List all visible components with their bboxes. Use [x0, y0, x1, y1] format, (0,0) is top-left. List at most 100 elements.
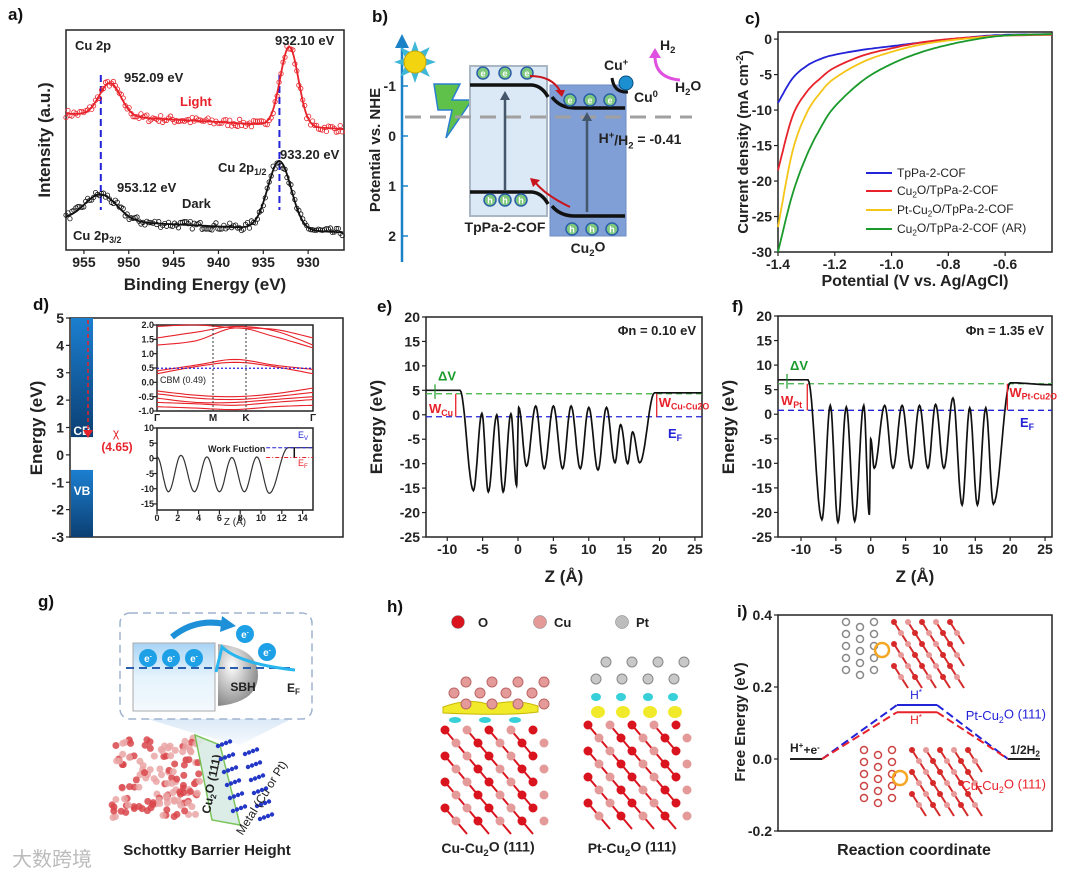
atom: [972, 780, 978, 786]
y-tick-label: 15: [756, 333, 772, 349]
metal-atom: [248, 777, 254, 783]
atom: [125, 753, 133, 761]
fit-line: [66, 45, 344, 130]
atom: [170, 812, 178, 820]
atom: [124, 801, 132, 809]
atom: [605, 746, 615, 756]
atom: [671, 772, 681, 782]
affinity-value: (4.65): [101, 440, 132, 454]
hole-icon: [565, 222, 579, 236]
metal-atom: [225, 768, 231, 773]
metal-atom: [228, 781, 234, 786]
plot-frame: [425, 316, 703, 538]
kpoint-label: K: [242, 413, 250, 424]
inset-x-label: Z (Å): [224, 515, 246, 528]
atom: [517, 816, 527, 826]
cu-atom: [448, 687, 460, 699]
panel-e-electrostatic-potential: -10 -5 0 5 10 15 20 25 20 15 10 5 0 -5 -10 -15 -20 -25 Φn …: [367, 309, 709, 586]
metal-atom: [250, 748, 256, 754]
atom: [135, 783, 143, 791]
atom: [136, 757, 144, 765]
surface-atom: [887, 745, 897, 755]
hole-label: h: [487, 196, 493, 206]
data-point: [181, 219, 187, 225]
atom: [940, 630, 946, 636]
x-tick-label: -5: [476, 541, 489, 557]
band-line: [156, 396, 314, 404]
h-adsorption-site-icon: [873, 641, 891, 659]
atom: [539, 764, 549, 774]
x-tick-label: 2: [175, 513, 180, 523]
data-point: [215, 120, 221, 126]
metal-atom: [227, 739, 233, 744]
atom: [112, 795, 120, 803]
data-point: [209, 227, 215, 233]
atom: [171, 760, 179, 768]
atom: [193, 789, 201, 797]
atom: [937, 791, 943, 797]
electron-icon: [258, 643, 276, 661]
metal-atom: [246, 750, 252, 755]
x-axis-label: Potential (V vs. Ag/AgCl): [822, 273, 1009, 290]
metal-atom: [245, 764, 251, 770]
atom: [517, 764, 527, 774]
atom: [186, 788, 194, 796]
panel-label-c: c): [745, 9, 760, 28]
sun-icon: [394, 41, 436, 83]
electron-label: e: [480, 69, 485, 79]
atom: [594, 759, 604, 769]
atom: [940, 674, 946, 680]
metal-atom: [227, 795, 233, 801]
adsorption-structure: [841, 617, 965, 689]
hole-icon: [514, 193, 528, 207]
cu2o-label: Cu2O: [571, 239, 606, 259]
y-tick-label: 3: [56, 365, 64, 381]
y-tick-label: -25: [752, 529, 772, 545]
reduction-arrow: [610, 77, 629, 94]
panel-a-xps: 955 950 945 940 935 930 Cu 2p 932.10 eV 952.09 e…: [35, 29, 345, 294]
pt-atom: [678, 656, 690, 668]
atom: [660, 733, 670, 743]
pt-atom: [600, 656, 612, 668]
atom: [451, 816, 461, 826]
cu2o-vb-line: [550, 204, 625, 218]
sun-ray: [419, 47, 430, 58]
atom: [517, 790, 527, 800]
atom: [944, 780, 950, 786]
y-tick-label: -25: [752, 209, 772, 225]
surface-atom: [841, 665, 851, 675]
atom: [528, 777, 538, 787]
atom: [440, 777, 450, 787]
sun-ray: [411, 72, 419, 83]
atom: [947, 663, 953, 669]
atom: [583, 798, 593, 808]
atom: [972, 758, 978, 764]
pathway-connector: [936, 704, 1009, 760]
sun-ray: [419, 66, 430, 77]
data-point: [158, 113, 164, 119]
state-label: H*: [910, 688, 923, 702]
atom: [930, 780, 936, 786]
atom: [682, 733, 692, 743]
hole-label: h: [589, 225, 595, 235]
cu-atom: [512, 676, 524, 688]
hole-icon: [605, 222, 619, 236]
band-structure: [156, 324, 314, 411]
metal-atom: [218, 756, 224, 762]
atom: [909, 747, 915, 753]
atom: [958, 780, 964, 786]
legend-label: Cu2O/TpPa-2-COF (AR): [897, 221, 1026, 238]
x-tick-label: 950: [117, 254, 141, 270]
data-point: [63, 114, 69, 121]
atom: [141, 769, 149, 777]
charge-accumulation: [591, 706, 605, 718]
legend-label: Pt-Cu2O/TpPa-2-COF: [897, 202, 1014, 219]
atom: [616, 785, 626, 795]
electron-icon: [603, 93, 617, 107]
arrow-head-icon: [649, 48, 661, 58]
atom: [965, 769, 971, 775]
y-tick-label: 5: [56, 310, 64, 326]
y-tick-label: -20: [400, 505, 420, 521]
metal-atom: [224, 782, 230, 788]
atom: [146, 744, 154, 752]
